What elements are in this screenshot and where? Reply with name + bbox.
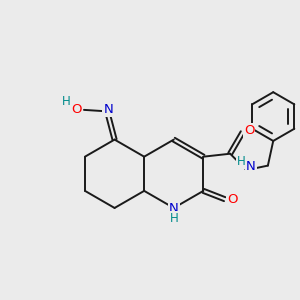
Text: O: O: [71, 103, 82, 116]
Text: N: N: [246, 160, 256, 173]
Text: H: H: [62, 95, 70, 108]
Text: O: O: [244, 124, 254, 137]
Text: N: N: [103, 103, 113, 116]
Text: H: H: [237, 154, 245, 168]
Text: O: O: [227, 193, 238, 206]
Text: N: N: [169, 202, 179, 215]
Text: H: H: [169, 212, 178, 225]
